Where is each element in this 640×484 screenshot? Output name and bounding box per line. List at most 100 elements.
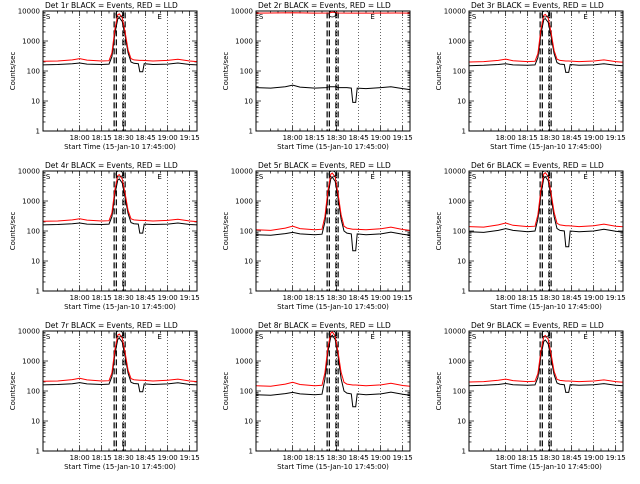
panel-title: Det 7r BLACK = Events, RED = LLD	[45, 321, 178, 330]
events-series-line	[255, 176, 411, 252]
detector-panel: Det 1r BLACK = Events, RED = LLD 1 10 100 10…	[9, 1, 200, 151]
plot-frame	[42, 10, 198, 132]
start-marker-label: S	[46, 333, 51, 341]
end-marker-label: E	[370, 173, 374, 181]
y-tick-label: 1	[249, 288, 253, 296]
y-tick-label: 1000	[448, 38, 466, 46]
y-tick-label: 10000	[231, 328, 253, 336]
y-tick-label: 10000	[444, 8, 466, 16]
y-axis-label: Counts/sec	[9, 52, 17, 91]
plot-frame	[255, 330, 411, 452]
end-marker-label: E	[583, 13, 587, 21]
x-axis-label: Start Time (15-Jan-10 17:45:00)	[277, 303, 389, 311]
x-tick-label: 18:15	[92, 134, 112, 142]
y-tick-label: 1	[36, 448, 40, 456]
x-tick-label: 19:15	[180, 134, 200, 142]
x-tick-label: 18:15	[518, 134, 538, 142]
y-tick-label: 1	[36, 288, 40, 296]
x-tick-label: 19:15	[393, 454, 413, 462]
y-tick-label: 10	[31, 98, 40, 106]
x-tick-label: 18:45	[136, 134, 156, 142]
detector-panel: Det 6r BLACK = Events, RED = LLD 1 10 100 10…	[435, 161, 626, 311]
x-tick-label: 18:00	[496, 294, 516, 302]
x-axis-label: Start Time (15-Jan-10 17:45:00)	[490, 303, 602, 311]
events-series-line	[42, 178, 198, 234]
panel-title: Det 4r BLACK = Events, RED = LLD	[45, 161, 178, 170]
x-tick-label: 19:00	[371, 134, 391, 142]
x-tick-label: 18:45	[136, 454, 156, 462]
x-tick-label: 19:00	[158, 294, 178, 302]
x-tick-label: 18:00	[496, 454, 516, 462]
x-tick-label: 18:30	[114, 134, 134, 142]
y-tick-label: 1	[462, 288, 466, 296]
events-series-line	[42, 17, 198, 73]
y-tick-label: 10	[244, 418, 253, 426]
y-tick-label: 10000	[18, 328, 40, 336]
y-tick-label: 100	[240, 228, 253, 236]
x-tick-label: 19:00	[584, 454, 604, 462]
x-tick-label: 18:15	[305, 294, 325, 302]
x-axis-label: Start Time (15-Jan-10 17:45:00)	[490, 463, 602, 471]
x-tick-label: 18:00	[70, 134, 90, 142]
detector-panel: Det 8r BLACK = Events, RED = LLD 1 10 100 10…	[222, 321, 413, 471]
y-axis-label: Counts/sec	[9, 372, 17, 411]
lld-series-line	[42, 333, 198, 383]
y-tick-label: 1000	[448, 358, 466, 366]
y-tick-label: 1000	[448, 198, 466, 206]
lld-series-line	[42, 13, 198, 63]
y-tick-label: 1000	[22, 198, 40, 206]
lld-series-line	[255, 331, 411, 387]
x-tick-label: 18:45	[349, 454, 369, 462]
y-tick-label: 1000	[235, 358, 253, 366]
x-tick-label: 19:00	[158, 454, 178, 462]
y-axis-label: Counts/sec	[435, 212, 443, 251]
y-tick-label: 1	[249, 448, 253, 456]
events-series-line	[468, 175, 624, 248]
x-tick-label: 18:30	[114, 454, 134, 462]
end-marker-label: E	[157, 173, 161, 181]
y-tick-label: 10000	[18, 168, 40, 176]
plot-frame	[255, 10, 411, 132]
x-tick-label: 18:00	[70, 454, 90, 462]
x-tick-label: 18:30	[114, 294, 134, 302]
y-tick-label: 1	[249, 128, 253, 136]
lld-series-line	[468, 171, 624, 228]
y-tick-label: 10	[244, 258, 253, 266]
x-tick-label: 18:00	[283, 294, 303, 302]
x-tick-label: 19:00	[371, 454, 391, 462]
plot-frame	[468, 10, 624, 132]
y-tick-label: 100	[240, 388, 253, 396]
y-tick-label: 100	[27, 68, 40, 76]
y-tick-label: 1	[36, 128, 40, 136]
detector-panel: Det 5r BLACK = Events, RED = LLD 1 10 100 10…	[222, 161, 413, 311]
x-tick-label: 19:00	[158, 134, 178, 142]
y-tick-label: 100	[453, 68, 466, 76]
y-tick-label: 1	[462, 448, 466, 456]
y-tick-label: 1000	[22, 358, 40, 366]
x-tick-label: 18:15	[305, 454, 325, 462]
plot-frame	[255, 170, 411, 292]
x-tick-label: 19:15	[180, 294, 200, 302]
y-tick-label: 1000	[22, 38, 40, 46]
y-tick-label: 10000	[231, 8, 253, 16]
x-tick-label: 18:45	[562, 454, 582, 462]
y-tick-label: 10	[244, 98, 253, 106]
x-tick-label: 18:30	[327, 454, 347, 462]
events-series-line	[255, 334, 411, 408]
y-tick-label: 100	[453, 228, 466, 236]
events-series-line	[468, 17, 624, 73]
x-tick-label: 18:30	[540, 454, 560, 462]
start-marker-label: S	[259, 13, 264, 21]
y-tick-label: 1	[462, 128, 466, 136]
panel-title: Det 2r BLACK = Events, RED = LLD	[258, 1, 391, 10]
x-tick-label: 19:00	[371, 294, 391, 302]
detector-panel: Det 4r BLACK = Events, RED = LLD 1 10 100 10…	[9, 161, 200, 311]
lld-series-line	[468, 13, 624, 63]
end-marker-label: E	[583, 173, 587, 181]
panel-title: Det 8r BLACK = Events, RED = LLD	[258, 321, 391, 330]
detector-panel: Det 3r BLACK = Events, RED = LLD 1 10 100 10…	[435, 1, 626, 151]
events-series-line	[42, 337, 198, 393]
x-tick-label: 18:30	[327, 134, 347, 142]
x-tick-label: 19:15	[606, 134, 626, 142]
end-marker-label: E	[370, 333, 374, 341]
